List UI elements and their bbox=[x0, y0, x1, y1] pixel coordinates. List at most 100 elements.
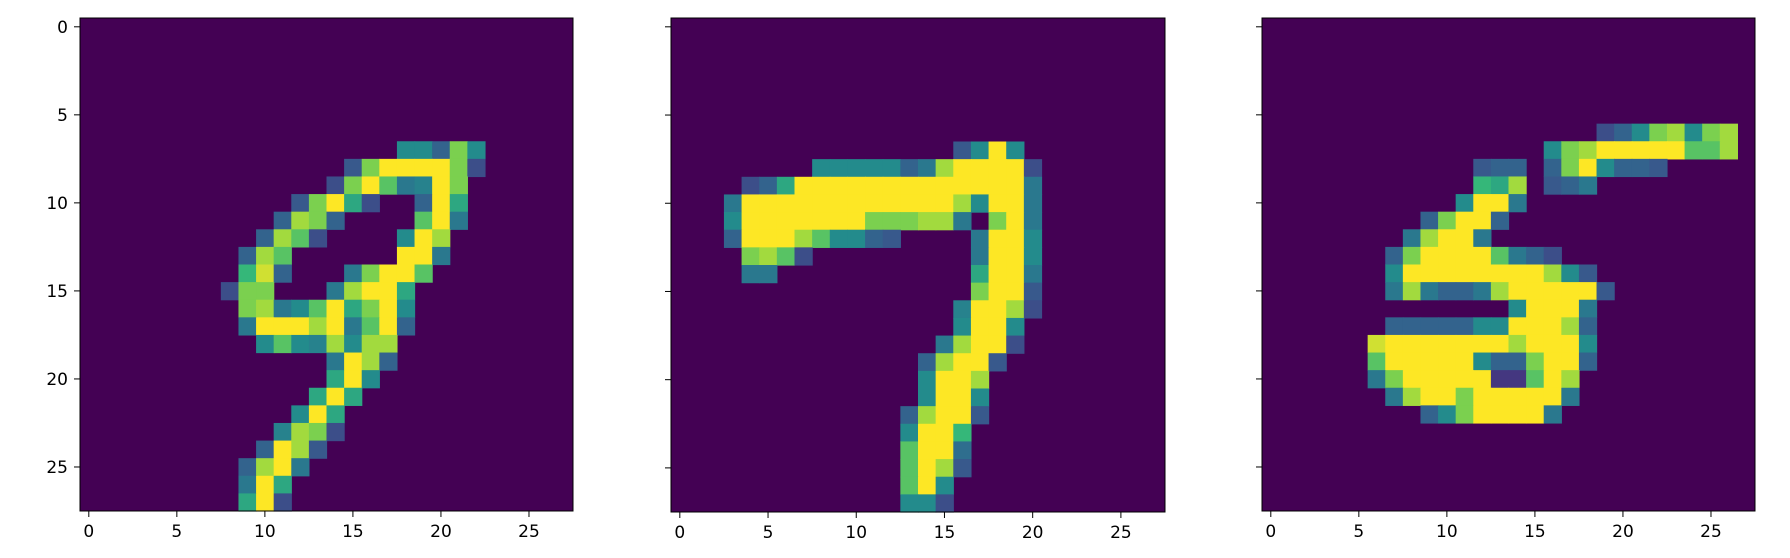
image-cell bbox=[1420, 405, 1439, 424]
image-cell bbox=[1455, 334, 1474, 354]
image-cell bbox=[900, 406, 919, 425]
image-cell bbox=[1455, 246, 1474, 266]
image-cell bbox=[988, 247, 1007, 266]
image-cell bbox=[1006, 335, 1025, 354]
image-cell bbox=[1455, 229, 1474, 248]
image-cell bbox=[1684, 141, 1703, 160]
image-cell bbox=[1402, 352, 1422, 371]
image-cell bbox=[1006, 229, 1025, 248]
image-cell bbox=[988, 353, 1007, 372]
image-cell bbox=[1702, 123, 1721, 142]
image-cell bbox=[970, 194, 990, 213]
image-cell bbox=[759, 194, 778, 213]
image-cell bbox=[1367, 370, 1386, 389]
image-cell bbox=[1473, 370, 1492, 389]
image-cell bbox=[1508, 317, 1527, 336]
image-cell bbox=[1508, 176, 1527, 195]
image-cell bbox=[379, 264, 398, 283]
image-cell bbox=[1023, 229, 1043, 248]
image-cell bbox=[379, 282, 398, 301]
image-cell bbox=[1490, 176, 1510, 195]
image-cell bbox=[1473, 405, 1492, 424]
image-cell bbox=[723, 212, 743, 231]
image-cell bbox=[344, 299, 363, 318]
image-cell bbox=[812, 159, 831, 178]
image-cell bbox=[1490, 264, 1510, 283]
image-cell bbox=[1367, 334, 1386, 354]
image-cell bbox=[1490, 158, 1510, 178]
image-cell bbox=[1508, 158, 1527, 178]
image-cell bbox=[1649, 123, 1668, 142]
image-cell bbox=[1455, 317, 1474, 336]
image-cell bbox=[988, 317, 1007, 337]
image-cell bbox=[1420, 264, 1439, 283]
image-cell bbox=[379, 299, 398, 318]
image-cell bbox=[741, 229, 760, 248]
image-cell bbox=[1526, 264, 1545, 283]
image-cell bbox=[291, 211, 310, 230]
image-cell bbox=[1596, 282, 1615, 301]
image-cell bbox=[1526, 317, 1545, 336]
image-cell bbox=[396, 264, 416, 283]
image-cell bbox=[918, 476, 937, 495]
image-cell bbox=[741, 247, 760, 266]
image-cell bbox=[1006, 247, 1025, 266]
image-cell bbox=[988, 282, 1007, 301]
image-cell bbox=[900, 194, 919, 213]
image-cell bbox=[918, 423, 937, 443]
image-cell bbox=[988, 141, 1007, 160]
image-cell bbox=[220, 282, 240, 301]
image-cell bbox=[1438, 264, 1457, 283]
image-cell bbox=[776, 176, 796, 196]
image-cell bbox=[847, 159, 866, 178]
image-cell bbox=[1526, 282, 1545, 301]
image-cell bbox=[1455, 370, 1474, 389]
image-cell bbox=[432, 141, 451, 160]
image-cell bbox=[361, 299, 380, 318]
image-cell bbox=[1543, 141, 1562, 160]
image-cell bbox=[1596, 141, 1615, 160]
image-cell bbox=[953, 353, 972, 372]
image-cell bbox=[361, 352, 380, 371]
image-cell bbox=[1614, 141, 1633, 160]
image-cell bbox=[741, 176, 760, 196]
image-cell bbox=[935, 476, 954, 495]
image-cell bbox=[1490, 370, 1510, 389]
image-cell bbox=[794, 247, 813, 266]
x-tick-label: 10 bbox=[1436, 522, 1458, 542]
image-cell bbox=[361, 317, 380, 336]
image-cell bbox=[935, 459, 954, 478]
image-cell bbox=[1006, 265, 1025, 284]
x-tick-label: 10 bbox=[845, 523, 867, 543]
image-cell bbox=[238, 493, 257, 512]
image-cell bbox=[256, 229, 275, 248]
image-cell bbox=[918, 159, 937, 178]
image-cell bbox=[1578, 352, 1598, 371]
image-cell bbox=[953, 317, 972, 337]
image-cell bbox=[1455, 211, 1474, 230]
image-cell bbox=[273, 229, 292, 248]
image-cell bbox=[273, 317, 292, 336]
image-cell bbox=[1455, 282, 1474, 301]
image-cell bbox=[379, 352, 398, 371]
image-cell bbox=[414, 141, 433, 160]
image-cell bbox=[273, 246, 292, 266]
image-cell bbox=[1420, 352, 1439, 371]
image-cell bbox=[1578, 299, 1598, 318]
image-cell bbox=[1561, 387, 1580, 406]
image-cell bbox=[1006, 212, 1025, 231]
image-cell bbox=[256, 440, 275, 459]
image-cell bbox=[1402, 334, 1422, 354]
image-cell bbox=[273, 264, 292, 283]
image-cell bbox=[900, 212, 919, 231]
x-tick-label: 5 bbox=[1353, 522, 1364, 542]
y-tick-label: 5 bbox=[57, 106, 68, 126]
image-cell bbox=[1561, 264, 1580, 283]
image-cell bbox=[291, 440, 310, 459]
image-cell bbox=[953, 141, 972, 160]
image-cell bbox=[326, 282, 345, 301]
image-cell bbox=[1561, 282, 1580, 301]
axes-frame bbox=[670, 17, 1166, 513]
image-cell bbox=[1543, 334, 1562, 354]
image-cell bbox=[1490, 282, 1510, 301]
